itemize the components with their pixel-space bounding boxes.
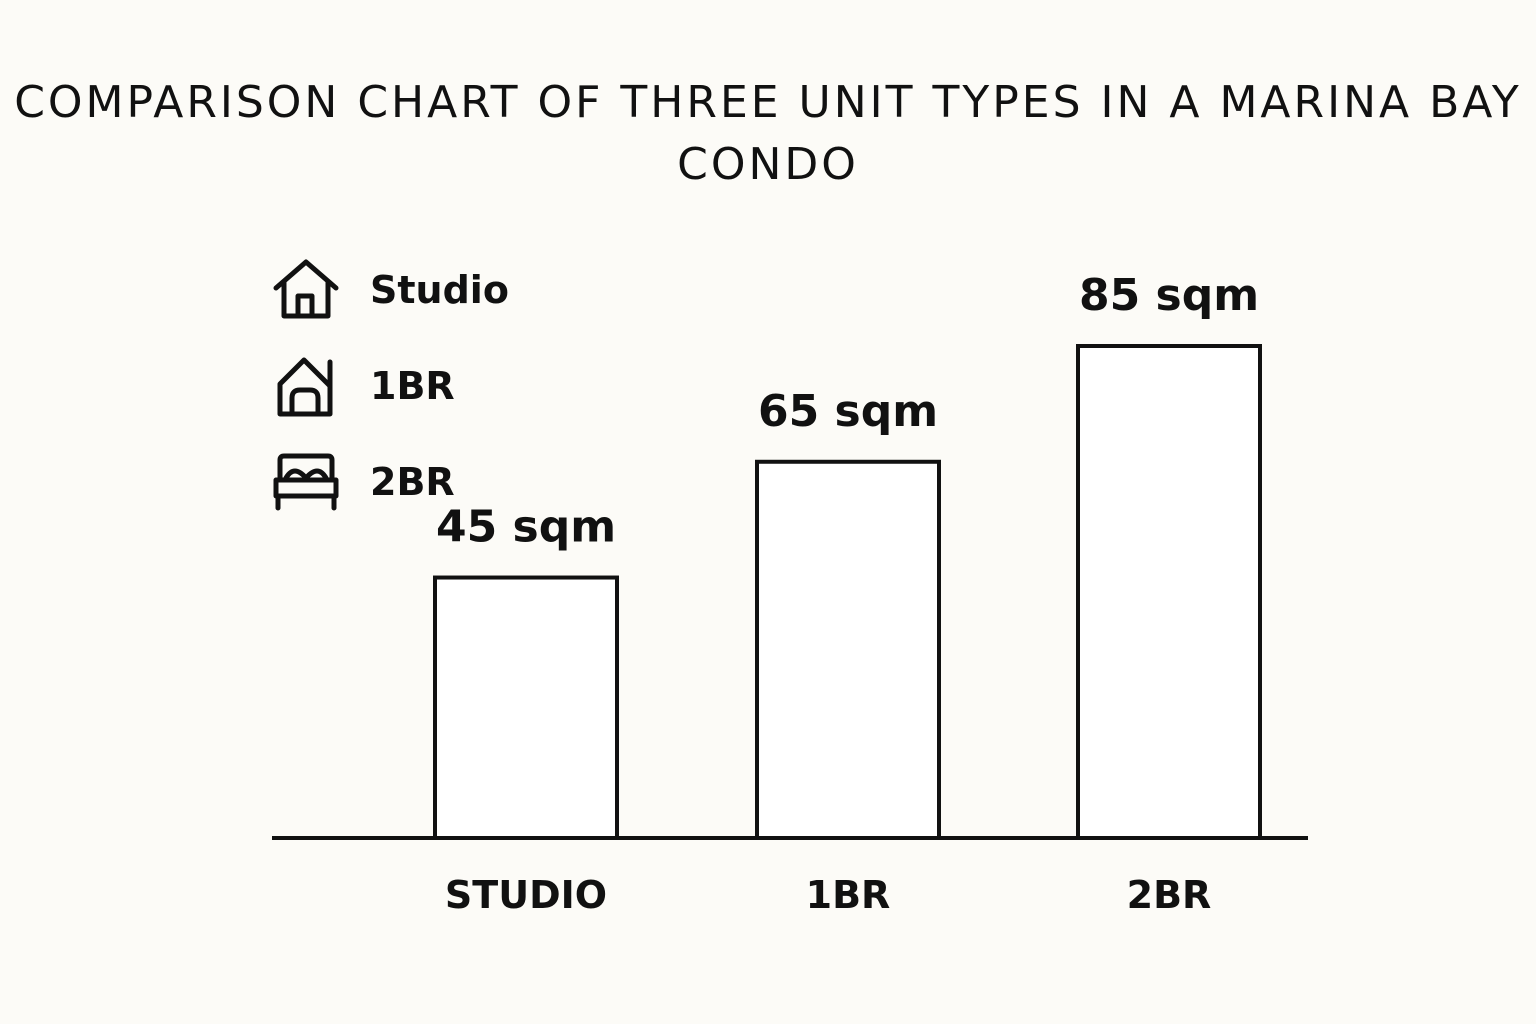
legend-label: 1BR xyxy=(370,364,455,408)
category-label: 1BR xyxy=(806,873,891,917)
legend-item-studio: Studio xyxy=(272,258,509,322)
value-label: 45 sqm xyxy=(436,502,616,553)
bar-studio xyxy=(433,575,619,840)
legend-item-1br: 1BR xyxy=(272,354,455,418)
category-label: STUDIO xyxy=(445,873,607,917)
value-label: 85 sqm xyxy=(1079,270,1259,321)
house-chimney-icon xyxy=(277,357,333,417)
chart-title: COMPARISON CHART OF THREE UNIT TYPES IN … xyxy=(14,77,1522,190)
category-label: 2BR xyxy=(1127,873,1212,917)
value-label: 65 sqm xyxy=(758,386,938,437)
legend-label: 2BR xyxy=(370,460,455,504)
bar-1br xyxy=(755,459,941,840)
bed-icon xyxy=(273,453,339,511)
bar-2br xyxy=(1076,344,1262,840)
legend-label: Studio xyxy=(370,268,509,312)
legend-item-2br: 2BR xyxy=(272,450,455,514)
house-icon xyxy=(273,259,339,319)
